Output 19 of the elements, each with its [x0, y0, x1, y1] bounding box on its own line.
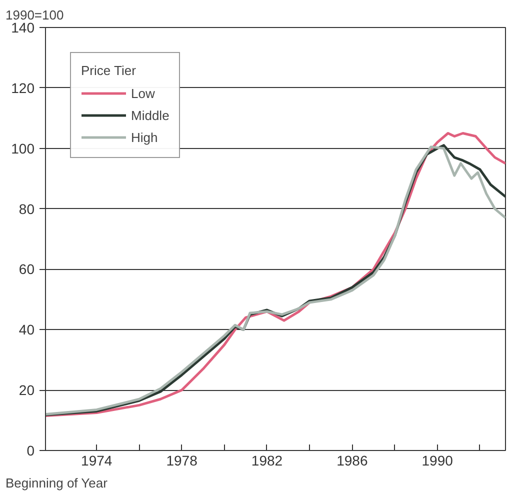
y-tick-label: 20 — [18, 382, 35, 398]
x-tick-label: 1990 — [422, 452, 454, 468]
legend-title: Price Tier — [81, 63, 137, 78]
y-tick-label: 40 — [18, 322, 35, 338]
x-tick-label: 1982 — [251, 452, 283, 468]
y-tick-label: 60 — [18, 261, 35, 278]
x-axis-title: Beginning of Year — [6, 476, 108, 490]
y-tick-label: 100 — [11, 140, 35, 156]
x-tick-label: 1974 — [81, 452, 112, 468]
legend-label: High — [131, 130, 158, 144]
y-tick-label: 0 — [26, 442, 35, 458]
x-tick-label: 1978 — [166, 452, 198, 468]
x-tick-label: 1986 — [336, 452, 368, 468]
y-tick-label: 120 — [11, 80, 35, 96]
legend-label: Low — [131, 86, 155, 100]
y-tick-label: 80 — [18, 200, 35, 217]
y-tick-label: 140 — [11, 20, 35, 36]
y-axis-title: 1990=100 — [6, 8, 64, 22]
legend-label: Middle — [131, 108, 170, 122]
